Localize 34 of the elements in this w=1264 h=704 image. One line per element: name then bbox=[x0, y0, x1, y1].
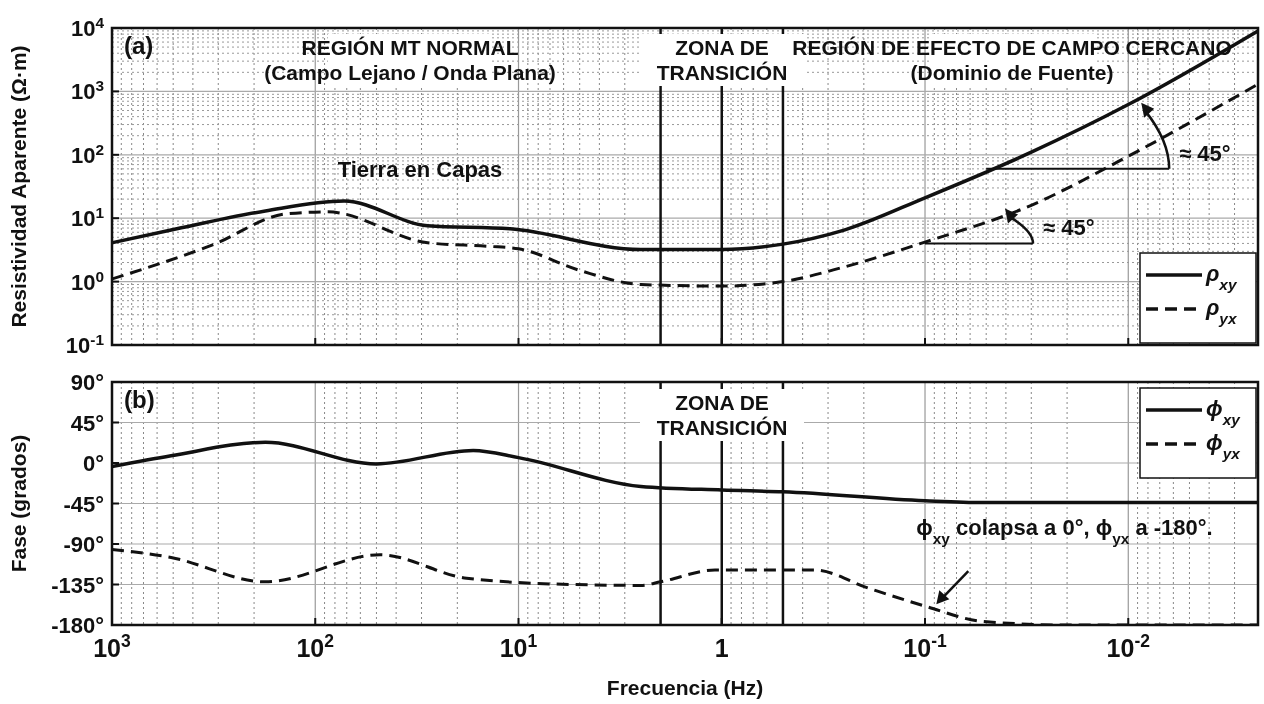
annotation: REGIÓN DE EFECTO DE CAMPO CERCANO (Dominio de Fuente) bbox=[792, 36, 1232, 84]
legend-label: ϕ$_{yx}$ bbox=[1206, 430, 1242, 462]
y-tick-label: -90° bbox=[63, 532, 104, 557]
y-tick-label: 0° bbox=[82, 451, 104, 476]
annotation: ZONA DE TRANSICIÓN bbox=[656, 36, 788, 84]
x-tick-label: 10$^{-1}$ bbox=[903, 631, 947, 662]
y-tick-label: 10$^{2}$ bbox=[70, 140, 104, 168]
y-tick-label: 10$^{1}$ bbox=[70, 203, 105, 232]
y-axis-title: Fase (grados) bbox=[7, 434, 30, 573]
annotation: ZONA DE TRANSICIÓN bbox=[656, 391, 788, 439]
chart-title: (a) bbox=[124, 32, 154, 59]
y-tick-label: 90° bbox=[70, 370, 104, 395]
x-tick-label: 1 bbox=[714, 634, 729, 662]
legend-label: ρ$_{xy}$ bbox=[1205, 261, 1238, 293]
legend-label: ρ$_{yx}$ bbox=[1205, 295, 1238, 327]
legend-label: ϕ$_{xy}$ bbox=[1206, 396, 1242, 428]
x-tick-label: 10$^{-2}$ bbox=[1106, 631, 1151, 662]
x-tick-label: 10$^{1}$ bbox=[499, 631, 538, 662]
y-tick-label: 10$^{3}$ bbox=[70, 76, 104, 105]
x-tick-label: 10$^{2}$ bbox=[296, 631, 335, 662]
annotation: Tierra en Capas bbox=[337, 157, 503, 182]
annotation: ϕ$_{xy}$ colapsa a 0°, ϕ$_{yx}$ a -180°. bbox=[916, 515, 1213, 547]
x-axis-title: Frecuencia (Hz) bbox=[606, 676, 764, 699]
y-tick-label: -135° bbox=[51, 572, 104, 598]
y-tick-label: -45° bbox=[63, 491, 104, 517]
y-tick-label: 45° bbox=[70, 410, 104, 436]
annotation: ≈ 45° bbox=[1043, 215, 1095, 241]
chart-title: (b) bbox=[124, 386, 155, 413]
y-tick-label: 10$^{4}$ bbox=[70, 13, 105, 41]
y-axis-title: Resistividad Aparente (Ω·m) bbox=[7, 45, 30, 328]
y-tick-label: 10$^{-1}$ bbox=[65, 330, 105, 358]
y-tick-label: 10$^{0}$ bbox=[70, 267, 104, 295]
annotation: REGIÓN MT NORMAL (Campo Lejano / Onda Plana) bbox=[264, 36, 556, 84]
annotation: ≈ 45° bbox=[1179, 140, 1231, 166]
